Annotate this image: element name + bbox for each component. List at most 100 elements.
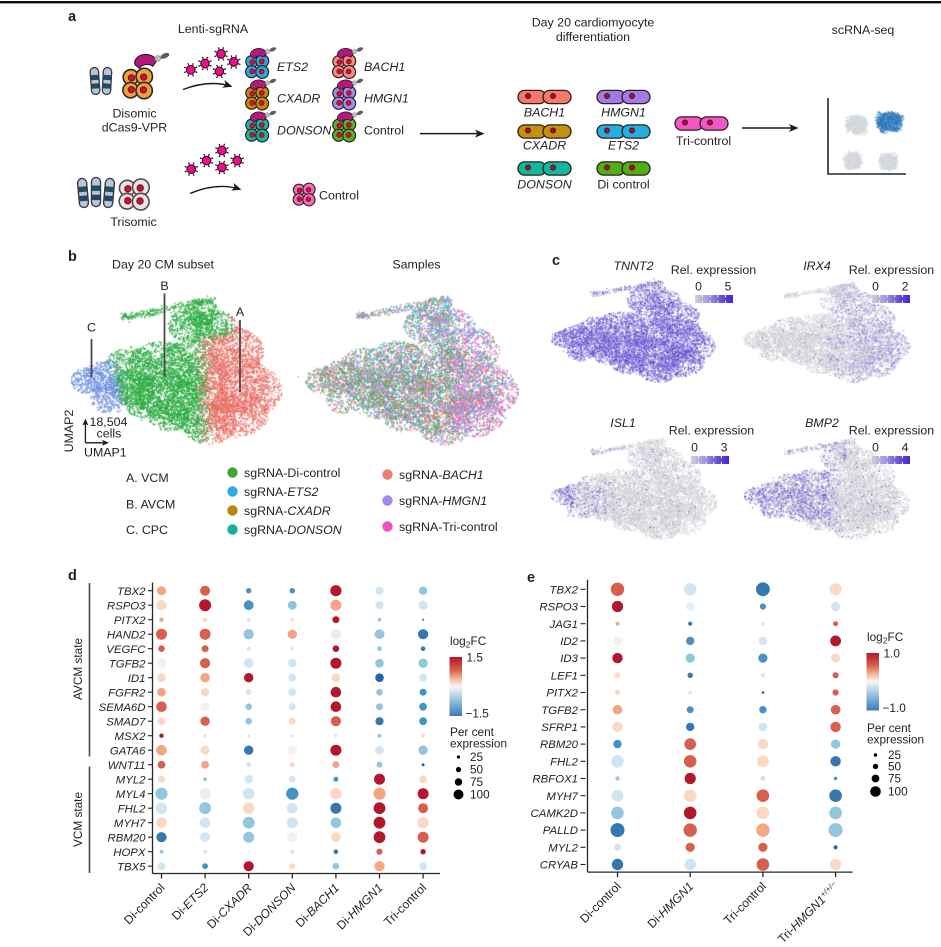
svg-text:Samples: Samples <box>392 258 440 272</box>
svg-text:SFRP1: SFRP1 <box>541 722 578 734</box>
svg-text:Di-HMGN1: Di-HMGN1 <box>645 879 697 931</box>
svg-text:Rel. expression: Rel. expression <box>671 263 757 277</box>
svg-text:log2FC: log2FC <box>450 634 487 650</box>
svg-text:Per cent: Per cent <box>450 725 495 739</box>
svg-text:differentiation: differentiation <box>556 30 630 44</box>
svg-text:RBM20: RBM20 <box>540 739 579 751</box>
svg-text:18,504: 18,504 <box>90 415 128 429</box>
svg-text:Trisomic: Trisomic <box>110 215 156 229</box>
svg-text:ID2: ID2 <box>560 636 578 648</box>
svg-text:RSPO3: RSPO3 <box>539 602 578 614</box>
svg-text:C. CPC: C. CPC <box>126 523 168 537</box>
svg-text:BACH1: BACH1 <box>524 106 565 120</box>
svg-text:VEGFC: VEGFC <box>106 644 146 656</box>
svg-text:Di-control: Di-control <box>577 879 623 925</box>
svg-text:CAMK2D: CAMK2D <box>531 808 578 820</box>
svg-text:1.5: 1.5 <box>467 651 484 665</box>
svg-text:sgRNA-HMGN1: sgRNA-HMGN1 <box>399 494 487 508</box>
svg-text:TGFB2: TGFB2 <box>109 658 146 670</box>
svg-text:BMP2: BMP2 <box>805 416 839 430</box>
svg-text:Per cent: Per cent <box>867 721 912 735</box>
svg-text:TNNT2: TNNT2 <box>614 259 654 273</box>
svg-text:Rel. expression: Rel. expression <box>849 424 935 438</box>
svg-text:HOPX: HOPX <box>113 847 146 859</box>
svg-text:sgRNA-BACH1: sgRNA-BACH1 <box>399 468 484 482</box>
svg-text:IRX4: IRX4 <box>803 259 831 273</box>
svg-text:sgRNA-DONSON: sgRNA-DONSON <box>244 523 342 537</box>
svg-text:Tri-control: Tri-control <box>381 881 429 929</box>
svg-text:75: 75 <box>888 772 902 786</box>
svg-text:MYH7: MYH7 <box>546 791 578 803</box>
svg-text:CRYAB: CRYAB <box>540 860 579 872</box>
svg-text:MYL4: MYL4 <box>116 789 146 801</box>
svg-text:SEMA6D: SEMA6D <box>99 702 146 714</box>
svg-text:e: e <box>527 570 535 586</box>
svg-text:Di control: Di control <box>597 178 649 192</box>
svg-text:100: 100 <box>888 785 908 799</box>
svg-text:Di-HMGN1: Di-HMGN1 <box>334 881 386 933</box>
svg-text:UMAP2: UMAP2 <box>62 410 76 453</box>
svg-text:sgRNA-ETS2: sgRNA-ETS2 <box>244 485 318 499</box>
svg-text:FGFR2: FGFR2 <box>108 687 146 699</box>
svg-text:Control: Control <box>319 189 359 203</box>
svg-text:TBX5: TBX5 <box>117 861 146 873</box>
svg-text:4: 4 <box>902 441 909 455</box>
svg-text:UMAP1: UMAP1 <box>84 446 127 460</box>
svg-text:Tri-control: Tri-control <box>676 134 731 148</box>
svg-text:AVCM state: AVCM state <box>71 638 85 700</box>
svg-text:BACH1: BACH1 <box>364 60 405 74</box>
svg-text:DONSON: DONSON <box>517 178 571 192</box>
svg-text:log2FC: log2FC <box>867 630 904 646</box>
svg-text:sgRNA-Di-control: sgRNA-Di-control <box>244 466 340 480</box>
svg-text:25: 25 <box>888 748 902 762</box>
svg-text:c: c <box>552 253 560 269</box>
svg-text:HMGN1: HMGN1 <box>364 92 409 106</box>
svg-text:C: C <box>87 321 96 335</box>
svg-text:sgRNA-CXADR: sgRNA-CXADR <box>244 504 331 518</box>
svg-text:100: 100 <box>470 788 490 802</box>
svg-text:3: 3 <box>721 441 728 455</box>
svg-text:LEF1: LEF1 <box>551 670 578 682</box>
svg-text:PITX2: PITX2 <box>546 688 578 700</box>
svg-text:50: 50 <box>888 760 902 774</box>
svg-text:CXADR: CXADR <box>277 92 320 106</box>
svg-text:−1.5: −1.5 <box>466 707 490 721</box>
svg-text:a: a <box>68 9 77 25</box>
svg-text:MYL2: MYL2 <box>548 842 578 854</box>
svg-text:VCM state: VCM state <box>71 792 85 848</box>
svg-text:Rel. expression: Rel. expression <box>669 424 755 438</box>
svg-text:ID1: ID1 <box>128 673 146 685</box>
svg-text:HAND2: HAND2 <box>107 629 146 641</box>
svg-text:−1.0: −1.0 <box>883 701 907 715</box>
svg-text:FHL2: FHL2 <box>118 803 147 815</box>
svg-text:Day 20 cardiomyocyte: Day 20 cardiomyocyte <box>532 16 655 30</box>
svg-text:Lenti-sgRNA: Lenti-sgRNA <box>178 22 249 36</box>
svg-text:ID3: ID3 <box>560 653 578 665</box>
svg-text:0: 0 <box>695 280 702 294</box>
svg-text:d: d <box>68 568 77 584</box>
svg-text:ETS2: ETS2 <box>277 60 308 74</box>
svg-text:sgRNA-Tri-control: sgRNA-Tri-control <box>399 520 498 534</box>
svg-text:FHL2: FHL2 <box>550 756 579 768</box>
svg-text:expression: expression <box>450 737 507 751</box>
svg-text:Di-control: Di-control <box>121 881 167 927</box>
svg-text:PITX2: PITX2 <box>114 615 146 627</box>
svg-text:B: B <box>160 279 168 293</box>
svg-text:Tri-HMGN1+/+/−: Tri-HMGN1+/+/− <box>775 879 842 946</box>
svg-text:WNT11: WNT11 <box>108 760 146 772</box>
svg-text:MYH7: MYH7 <box>114 818 146 830</box>
svg-text:TGFB2: TGFB2 <box>541 705 578 717</box>
svg-text:0: 0 <box>872 441 879 455</box>
svg-text:Control: Control <box>364 124 404 138</box>
svg-text:GATA6: GATA6 <box>110 745 146 757</box>
svg-text:SMAD7: SMAD7 <box>106 716 146 728</box>
svg-text:dCas9-VPR: dCas9-VPR <box>102 121 167 135</box>
svg-text:Disomic: Disomic <box>112 107 156 121</box>
svg-text:scRNA-seq: scRNA-seq <box>832 23 895 37</box>
svg-text:expression: expression <box>867 733 924 747</box>
svg-text:RBM20: RBM20 <box>108 832 147 844</box>
svg-text:TBX2: TBX2 <box>117 586 146 598</box>
svg-text:50: 50 <box>470 763 484 777</box>
svg-text:0: 0 <box>872 280 879 294</box>
svg-text:0: 0 <box>691 441 698 455</box>
